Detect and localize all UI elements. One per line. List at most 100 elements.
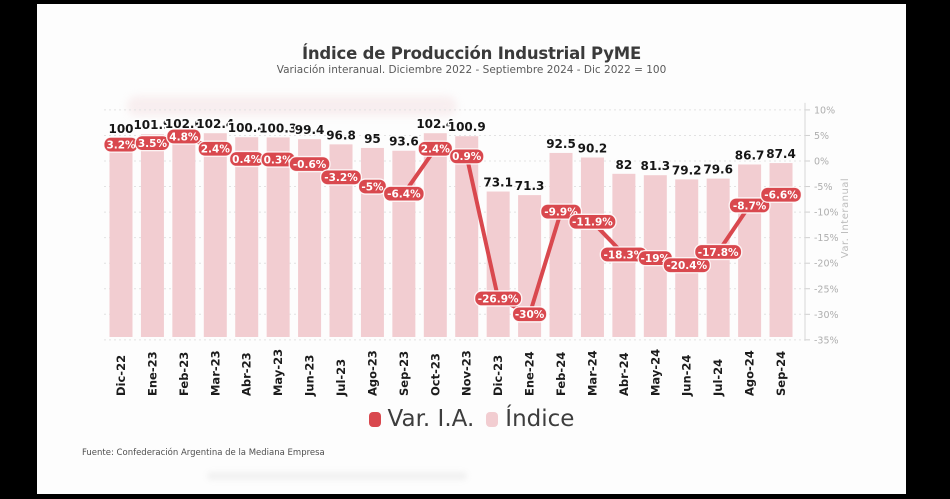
bar-value-label: 102.4 (196, 117, 234, 131)
x-axis-label: May-23 (271, 349, 285, 396)
pct-pill (760, 186, 803, 203)
x-axis-label: May-24 (648, 349, 662, 396)
legend-item-indice: Índice (486, 406, 574, 432)
bar-value-label: 90.2 (578, 142, 608, 156)
chart-photo: Índice de Producción Industrial PyME Var… (37, 4, 906, 494)
pct-pill-label: -26.9% (478, 293, 519, 305)
bar-value-label: 100.4 (228, 121, 266, 135)
pct-pill-label: -6.6% (764, 190, 798, 202)
bar-value-label: 100 (108, 122, 133, 136)
legend: Var. I.A. Índice (37, 406, 906, 432)
x-axis-label: Dic-23 (491, 355, 505, 396)
x-axis-label: Mar-24 (585, 350, 599, 396)
bar-value-label: 102.6 (165, 117, 203, 131)
pct-pill-label: -3.2% (324, 172, 358, 184)
pct-pill-label: 0.3% (264, 154, 294, 166)
y-axis-tick-label: -10% (814, 208, 839, 219)
x-axis-label: Jul-24 (711, 359, 725, 397)
x-axis-label: Jun-24 (680, 355, 694, 397)
x-axis-label: Sep-24 (774, 351, 788, 396)
pct-pill (693, 243, 743, 261)
pct-pill-label: -0.6% (293, 159, 327, 171)
pct-pill (166, 128, 202, 145)
chart-title: Índice de Producción Industrial PyME (301, 44, 642, 63)
pct-pill-label: -8.7% (733, 200, 767, 212)
x-axis-label: Sep-23 (397, 351, 411, 396)
bar-value-label: 81.3 (641, 159, 671, 173)
pct-pill (473, 290, 523, 307)
x-axis-label: Abr-23 (240, 352, 254, 396)
x-axis-label: Ago-24 (743, 350, 757, 396)
bar (109, 138, 133, 337)
legend-label-var-ia: Var. I.A. (387, 406, 475, 432)
bar (580, 157, 604, 337)
pct-pill-label: -20.4% (666, 260, 707, 272)
pct-pill-label: -5% (361, 181, 384, 193)
x-axis-label: Abr-24 (617, 352, 631, 396)
x-axis-label: Jun-23 (303, 355, 317, 397)
pct-pill-label: -19% (641, 253, 671, 265)
bar-value-label: 87.4 (766, 147, 796, 161)
bar-value-label: 82 (616, 158, 633, 172)
pct-pill (357, 178, 388, 195)
bar-value-label: 79.6 (703, 163, 733, 177)
bar-value-label: 101.9 (133, 118, 171, 132)
bar-value-label: 73.1 (483, 176, 513, 190)
pct-pill (197, 140, 234, 157)
pct-pill-label: 4.8% (169, 131, 199, 143)
x-axis-label: Feb-24 (554, 352, 568, 396)
pct-pill (662, 257, 711, 274)
y-axis-tick-label: -30% (814, 310, 839, 321)
pct-pill-label: -30% (515, 309, 545, 321)
bar-value-label: 79.2 (672, 163, 702, 177)
bar (298, 139, 322, 337)
legend-swatch-indice (486, 411, 499, 427)
chart-canvas: 10% 5% 0% -5% -10% -15% -20% -25% -30% -35% Var. I… (103, 102, 851, 397)
bar-value-label: 92.5 (546, 137, 576, 151)
bar (769, 163, 793, 337)
bar-value-label: 95 (364, 132, 381, 146)
y-axis-tick-label: -20% (814, 259, 839, 270)
bar (235, 137, 259, 337)
pct-pill (568, 213, 617, 230)
pct-pill (417, 140, 454, 157)
pct-pill-label: 2.4% (201, 144, 231, 156)
pct-pill-label: 0.9% (452, 151, 482, 163)
x-axis-label: Ene-23 (145, 351, 159, 396)
bar-value-label: 96.8 (326, 128, 356, 142)
pct-pill-label: -17.8% (698, 247, 739, 259)
pct-pill (288, 155, 331, 173)
pct-pill-label: -9.9% (544, 206, 578, 218)
pct-pill-label: -11.9% (572, 217, 613, 229)
legend-item-var-ia: Var. I.A. (368, 406, 475, 432)
bar-value-label: 99.4 (295, 123, 325, 137)
x-axis-label: Feb-23 (177, 352, 191, 396)
bar-value-label: 71.3 (515, 179, 545, 193)
bar-value-label: 93.6 (389, 135, 419, 149)
y-axis-tick-label: 5% (814, 131, 829, 142)
pct-pill (511, 306, 548, 323)
y-axis-tick-label: -15% (814, 233, 839, 244)
x-axis-label: Ago-23 (365, 350, 379, 396)
bar (203, 133, 227, 337)
y-axis-tick-label: -5% (814, 182, 833, 193)
pct-pill (319, 169, 363, 186)
y-axis-tick-label: -35% (814, 335, 839, 346)
y-axis-tick-label: 10% (814, 105, 835, 116)
bar (392, 150, 416, 337)
bar-value-label: 102.4 (416, 117, 454, 131)
bar (329, 144, 353, 337)
pct-pill-label: 3.2% (106, 139, 136, 151)
bar-value-label: 86.7 (735, 148, 765, 162)
bar (140, 134, 164, 337)
x-axis-label: Dic-22 (114, 355, 128, 396)
pct-pill (448, 148, 485, 165)
x-axis-label: Mar-23 (208, 350, 222, 396)
source-note: Fuente: Confederación Argentina de la Me… (82, 448, 325, 458)
bar-value-label: 100.9 (448, 120, 486, 134)
y-axis-tick-label: 0% (814, 157, 829, 168)
pct-pill-label: -6.4% (387, 189, 421, 201)
pct-pill-label: 2.4% (421, 144, 451, 156)
x-axis-label: Ene-24 (523, 351, 537, 396)
